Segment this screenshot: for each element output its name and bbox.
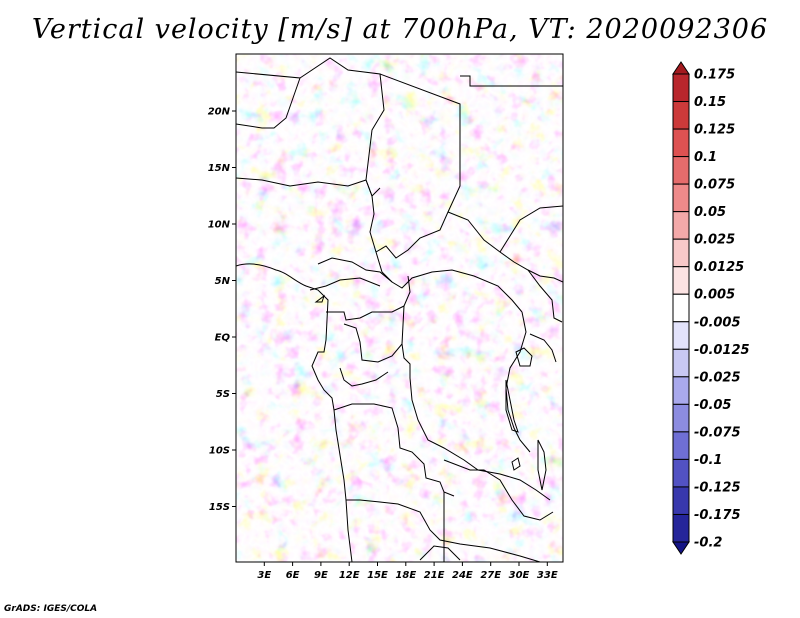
colorbar-swatch [672,238,690,268]
colorbar-swatch [672,211,690,240]
colorbar-swatch [672,376,690,405]
colorbar-label: 0.0125 [694,260,744,275]
colorbar-swatch [672,156,690,185]
colorbar-bottom-arrow [672,541,690,555]
colorbar-label: -0.075 [694,425,741,440]
colorbar-swatch [672,183,690,213]
colorbar-label: -0.05 [694,398,731,413]
lakes [314,294,547,491]
lon-tick-label: 21E [424,570,445,581]
colorbar: 0.175 0.15 0.125 0.1 0.075 0.05 0.025 0.0125 0.0… [672,61,750,555]
colorbar-label: 0.125 [694,123,735,138]
lat-tick-label: 20N [208,107,231,118]
lon-tick-label: 27E [480,570,501,581]
lon-tick-label: 12E [339,570,360,581]
map-frame [235,53,564,563]
colorbar-swatch [672,431,690,460]
lat-tick-label: 10N [208,220,231,231]
lon-tick-label: 18E [395,570,416,581]
colorbar-label: 0.15 [694,95,726,110]
lat-tick-label: EQ [215,333,231,344]
colorbar-swatch [672,458,690,488]
colorbar-label: 0.05 [694,205,726,220]
latitude-axis: 20N 15N 10N 5N EQ 5S 10S 15S [208,107,236,513]
colorbar-swatch [672,128,690,158]
colorbar-label: -0.125 [694,480,741,495]
lon-tick-label: 6E [286,570,300,581]
lat-tick-label: 5N [215,276,231,287]
colorbar-swatch [672,266,690,295]
grads-credit: GrADS: IGES/COLA [4,604,98,614]
colorbar-label: 0.005 [694,288,735,303]
lon-tick-label: 15E [367,570,388,581]
lat-tick-label: 10S [209,446,230,457]
lon-tick-label: 24E [452,570,473,581]
colorbar-swatch [672,348,690,378]
colorbar-label: -0.0125 [694,343,750,358]
colorbar-swatch [672,73,690,103]
colorbar-label: 0.1 [694,150,717,165]
longitude-axis: 3E 6E 9E 12E 15E 18E 21E 24E 27E 30E 33E [257,562,558,581]
colorbar-swatch [672,486,690,515]
colorbar-label: -0.2 [694,536,722,551]
colorbar-swatch [672,321,690,350]
colorbar-label: -0.1 [694,453,722,468]
colorbar-top-arrow [672,61,690,75]
colorbar-label: -0.025 [694,370,741,385]
lon-tick-label: 9E [314,570,328,581]
colorbar-swatch [672,403,690,433]
lat-tick-label: 5S [216,389,230,400]
country-borders [236,57,563,562]
map-title: Vertical velocity [m/s] at 700hPa, VT: 2… [31,14,769,45]
lat-tick-label: 15N [208,163,231,174]
colorbar-label: 0.175 [694,68,735,83]
colorbar-swatch [672,293,690,323]
lon-tick-label: 33E [537,570,558,581]
lon-tick-label: 30E [509,570,530,581]
colorbar-label: 0.075 [694,178,735,193]
colorbar-swatch [672,513,690,543]
lon-tick-label: 3E [257,570,271,581]
colorbar-label: -0.005 [694,315,741,330]
lat-tick-label: 15S [209,502,230,513]
colorbar-label: -0.175 [694,508,741,523]
colorbar-swatch [672,101,690,130]
colorbar-label: 0.025 [694,233,735,248]
